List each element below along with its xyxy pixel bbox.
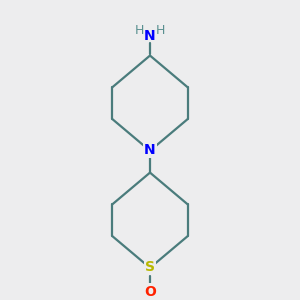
Text: N: N — [144, 143, 156, 157]
Text: O: O — [144, 285, 156, 299]
Text: H: H — [156, 24, 166, 37]
Text: H: H — [134, 24, 144, 37]
Text: S: S — [145, 260, 155, 274]
Text: N: N — [144, 29, 156, 43]
